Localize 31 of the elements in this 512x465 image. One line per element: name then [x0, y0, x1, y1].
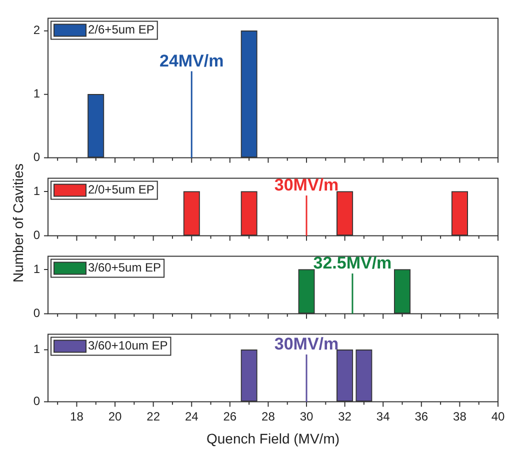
x-tick-label: 40	[491, 409, 505, 424]
y-axis-title: Number of Cavities	[10, 163, 26, 283]
x-tick-label: 24	[184, 409, 199, 424]
y-tick-label: 0	[33, 306, 40, 320]
x-tick-label: 32	[338, 409, 352, 424]
x-tick-label: 28	[262, 409, 276, 424]
x-tick-label: 30	[300, 409, 314, 424]
y-tick-label: 1	[33, 86, 40, 101]
y-tick-label: 1	[33, 184, 40, 198]
ref-line-label: 30MV/m	[274, 334, 339, 354]
x-tick-label: 26	[223, 409, 237, 424]
y-tick-label: 0	[33, 394, 40, 408]
y-tick-label: 0	[33, 150, 40, 164]
legend-label: 3/60+10um EP	[88, 338, 168, 353]
ref-line-label: 24MV/m	[159, 51, 224, 70]
x-tick-label: 36	[414, 409, 428, 424]
x-tick-label: 38	[453, 409, 467, 424]
x-tick-label: 18	[70, 409, 84, 424]
y-tick-label: 0	[33, 228, 40, 242]
x-tick-label: 34	[376, 409, 390, 424]
legend-label: 2/0+5um EP	[88, 182, 154, 197]
x-tick-label: 22	[146, 409, 160, 424]
x-tick-label: 20	[108, 409, 122, 424]
x-axis-title: Quench Field (MV/m)	[206, 430, 340, 446]
y-tick-label: 1	[33, 342, 40, 356]
legend-label: 3/60+5um EP	[88, 260, 162, 275]
ref-line-label: 32.5MV/m	[313, 254, 392, 273]
ref-line-label: 30MV/m	[274, 176, 339, 195]
y-tick-label: 1	[33, 262, 40, 276]
y-tick-label: 2	[33, 23, 40, 38]
legend-label: 2/6+5um EP	[88, 22, 154, 37]
